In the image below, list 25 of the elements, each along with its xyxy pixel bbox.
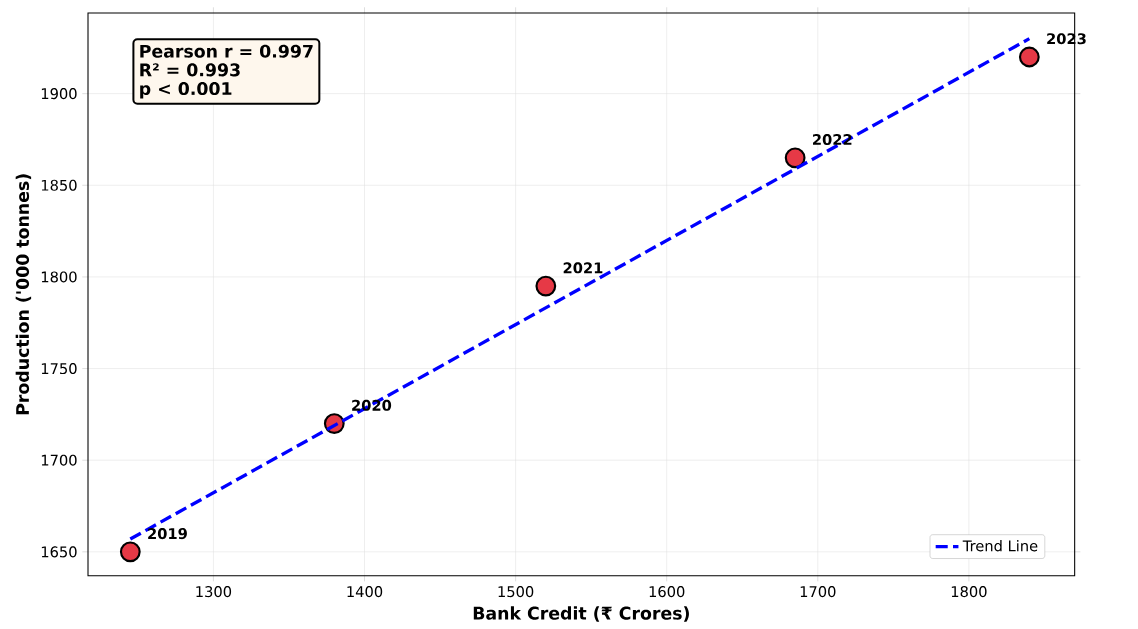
point [1018, 46, 1040, 68]
x-tick-label: 1700 [800, 586, 836, 598]
y-tick-label: 1900 [41, 88, 77, 100]
y-tick-label: 1850 [41, 179, 77, 191]
point [535, 275, 557, 297]
y-tick-label: 1800 [41, 271, 77, 283]
annotation: 2021 [563, 262, 603, 274]
x-tick-label: 1800 [951, 586, 987, 598]
annotation: R² = 0.993 [140, 63, 240, 77]
annotation: 2019 [148, 528, 187, 540]
x-axis-title: Bank Credit (₹ Crores) [473, 606, 689, 622]
y-tick-label: 1650 [41, 546, 77, 558]
y-tick-label: 1750 [41, 363, 77, 375]
annotation: 2020 [352, 399, 392, 411]
point [119, 541, 141, 563]
annotation: Pearson r = 0.997 [140, 44, 313, 58]
y-axis-title: Production ('000 tonnes) [15, 174, 32, 415]
point [784, 147, 806, 169]
x-tick-label: 1600 [649, 586, 685, 598]
x-tick-label: 1500 [498, 586, 534, 598]
annotation: p < 0.001 [140, 81, 232, 99]
legend-label: Trend Line [962, 540, 1038, 552]
x-tick-label: 1300 [196, 586, 232, 598]
x-tick-label: 1400 [347, 586, 383, 598]
y-tick-label: 1700 [41, 454, 77, 466]
